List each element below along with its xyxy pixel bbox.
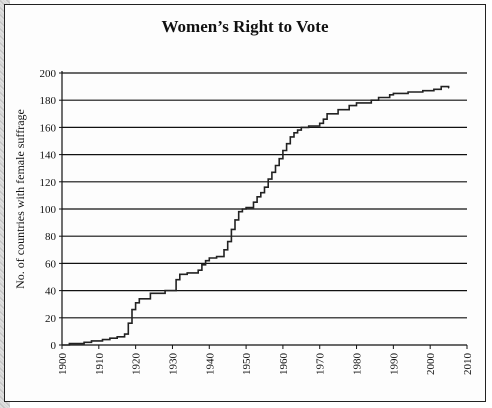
data-point <box>392 92 394 94</box>
x-tick-label: 1980 <box>352 353 364 376</box>
data-point <box>447 87 450 89</box>
data-point <box>407 91 409 93</box>
x-tick-label: 1970 <box>315 353 327 376</box>
y-tick-label: 180 <box>40 95 57 107</box>
y-tick-label: 40 <box>45 286 57 298</box>
data-point <box>109 337 111 339</box>
axes <box>59 71 468 349</box>
data-point <box>164 290 166 292</box>
data-point <box>278 158 280 160</box>
data-point <box>440 86 442 88</box>
data-point <box>300 126 302 128</box>
x-tick-label: 1910 <box>94 353 106 376</box>
x-tick-label: 1930 <box>167 353 179 376</box>
x-tick-labels: 1900 1910 1920 1930 1940 1950 1960 1970 1980 1990… <box>57 353 474 376</box>
data-point <box>204 260 207 262</box>
data-point <box>308 125 310 127</box>
data-point <box>319 122 321 124</box>
data-point <box>274 164 277 167</box>
data-point <box>234 219 236 221</box>
data-point <box>131 309 133 311</box>
x-tick-label: 1900 <box>57 353 69 376</box>
x-tick-label: 2000 <box>425 353 437 376</box>
data-point <box>197 269 199 271</box>
series-line-0 <box>62 85 450 346</box>
data-point <box>116 336 118 338</box>
y-tick-label: 80 <box>45 231 57 243</box>
y-tick-label: 200 <box>40 68 57 80</box>
data-point <box>149 292 151 294</box>
data-point <box>389 94 391 96</box>
data-point <box>322 118 325 120</box>
data-point <box>216 256 218 258</box>
data-point <box>289 136 291 138</box>
data-point <box>378 96 380 99</box>
data-point <box>282 149 284 152</box>
x-tick-label: 1950 <box>241 353 253 376</box>
data-point <box>83 341 85 343</box>
data-point <box>263 186 266 188</box>
data-point <box>260 192 262 194</box>
data-point <box>267 178 269 180</box>
data-point <box>245 207 247 209</box>
data-point <box>433 88 435 90</box>
x-tick-label: 1990 <box>388 353 400 376</box>
series-layer <box>61 85 450 346</box>
data-point <box>348 105 350 107</box>
data-point <box>179 273 181 275</box>
x-tick-label: 1960 <box>278 353 290 376</box>
data-point <box>101 338 104 341</box>
data-point <box>256 196 258 198</box>
y-tick-label: 0 <box>51 340 57 352</box>
data-point <box>297 129 299 131</box>
data-point <box>68 343 70 345</box>
data-point <box>61 344 63 346</box>
y-axis-label: No. of countries with female suffrage <box>13 109 27 289</box>
x-tick-label: 1940 <box>204 353 216 376</box>
data-point <box>355 102 358 104</box>
y-tick-label: 140 <box>40 150 57 162</box>
data-point <box>186 272 188 274</box>
data-point <box>238 211 240 213</box>
y-tick-label: 100 <box>40 204 57 216</box>
data-point <box>208 257 210 259</box>
figure-frame <box>4 4 486 402</box>
data-point <box>138 298 140 300</box>
data-point <box>227 241 229 243</box>
y-tick-labels: 0 20 40 60 80 100 120 140 160 180 200 <box>40 68 57 352</box>
data-point <box>326 113 328 115</box>
data-point <box>230 228 232 230</box>
chart-title: Women’s Right to Vote <box>161 17 328 36</box>
data-point <box>271 171 273 173</box>
data-point <box>123 333 126 335</box>
data-point <box>135 302 137 304</box>
y-tick-label: 60 <box>45 258 57 270</box>
data-point <box>370 99 372 101</box>
x-tick-label: 1920 <box>131 353 143 376</box>
gridlines <box>62 72 467 319</box>
data-point <box>337 109 339 111</box>
data-point <box>293 132 295 134</box>
x-tick-label: 2010 <box>462 353 474 376</box>
data-point <box>201 264 203 266</box>
data-point <box>241 208 244 210</box>
data-point <box>127 322 129 324</box>
y-tick-label: 120 <box>40 177 57 189</box>
data-point <box>223 249 225 251</box>
y-tick-label: 160 <box>40 122 57 134</box>
data-point <box>90 340 93 342</box>
data-point <box>285 143 288 145</box>
y-tick-label: 20 <box>45 313 57 325</box>
data-point <box>252 201 255 203</box>
data-point <box>175 279 177 281</box>
data-point <box>422 90 424 92</box>
